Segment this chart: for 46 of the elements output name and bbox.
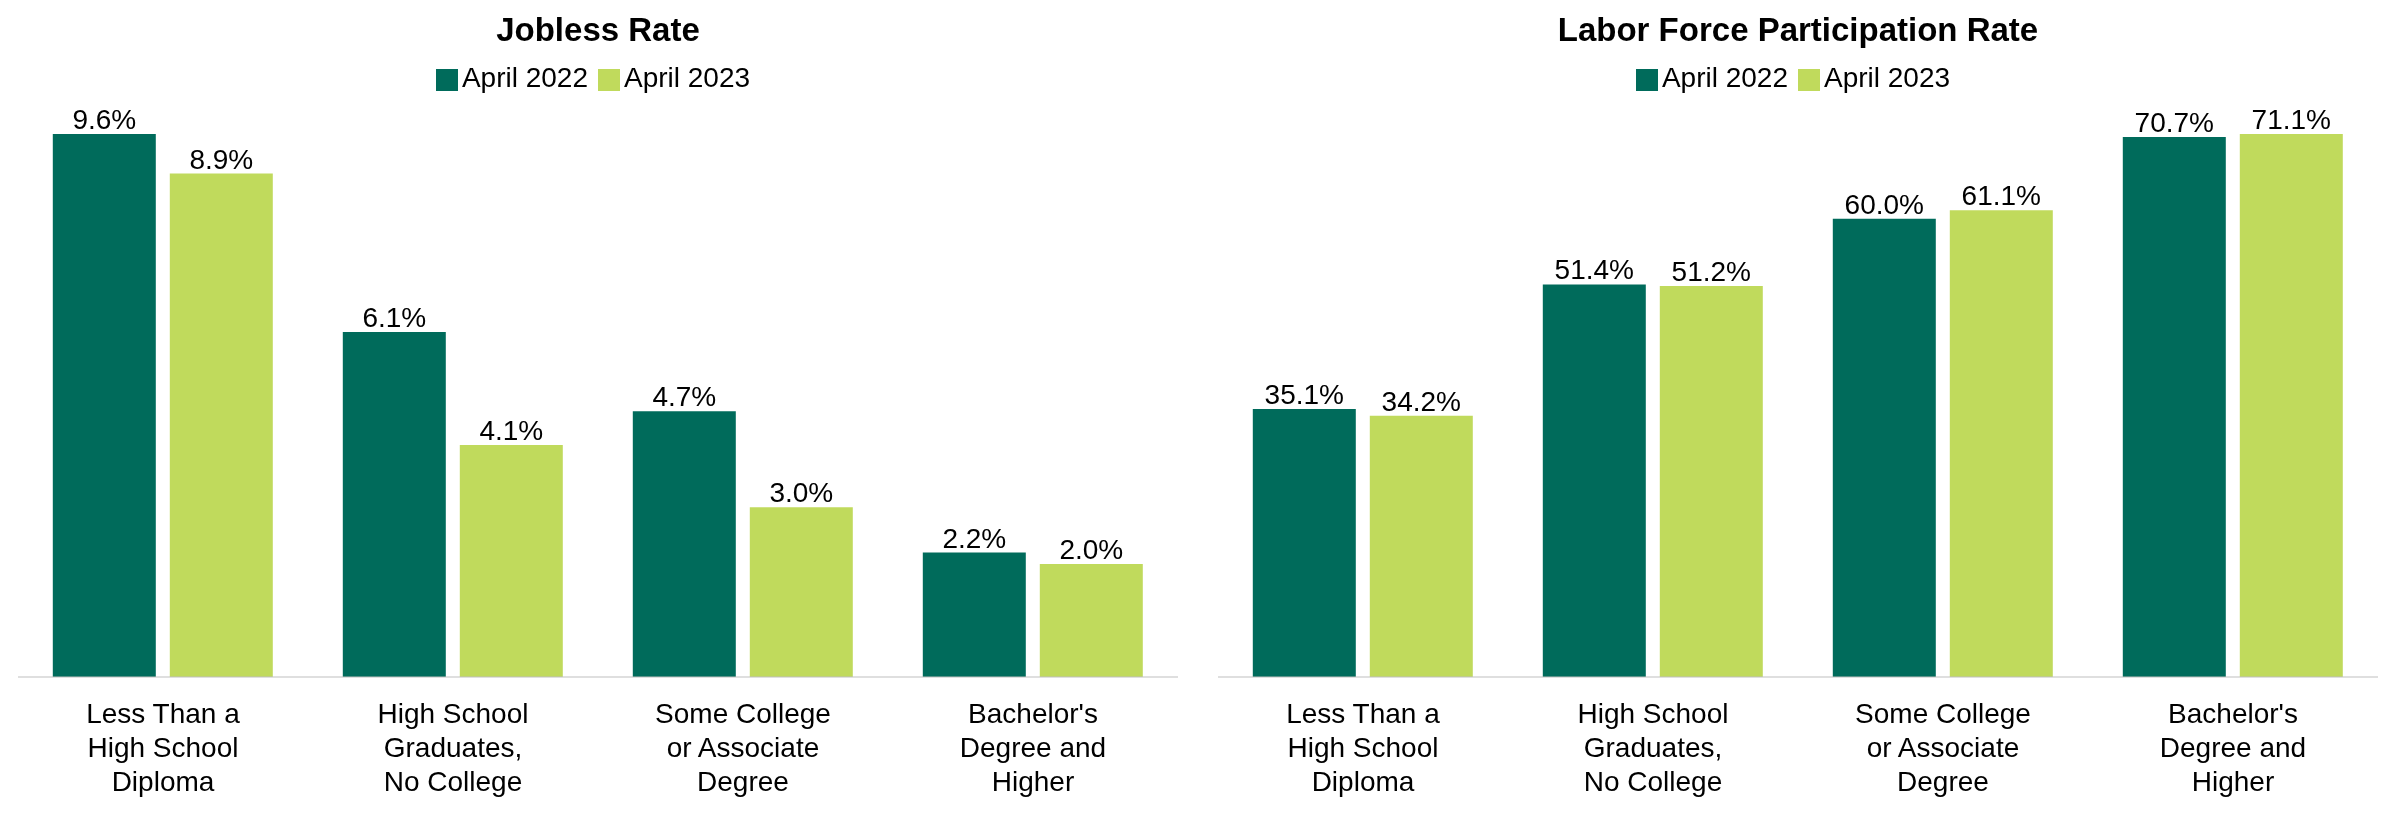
x-tick-label: Less Than a High School Diploma [1286, 698, 1441, 797]
x-tick-label: Bachelor's Degree and Higher [959, 698, 1107, 797]
chart-title: Jobless Rate [495, 10, 701, 50]
x-tick-label: High School Graduates, No College [1577, 698, 1729, 797]
data-label: 2.0% [1059, 533, 1124, 565]
legend-label: April 2023 [624, 62, 751, 93]
x-tick-label: Some College or Associate Degree [1855, 698, 2031, 797]
x-tick-label: High School Graduates, No College [377, 698, 529, 797]
bar [1949, 210, 2053, 677]
data-label: 60.0% [1844, 188, 1924, 220]
bar [2239, 134, 2343, 677]
data-label: 51.4% [1554, 254, 1634, 286]
bar [169, 173, 273, 677]
bar [1252, 408, 1356, 677]
data-label: 8.9% [189, 143, 254, 175]
bar [749, 507, 853, 677]
bar [459, 445, 563, 677]
bar [1369, 415, 1473, 677]
bar [2122, 137, 2226, 677]
data-label: 4.1% [479, 415, 544, 447]
bar [922, 552, 1026, 677]
data-label: 2.2% [942, 522, 1007, 554]
legend-label: April 2022 [1661, 62, 1788, 93]
x-tick-label: Some College or Associate Degree [655, 698, 831, 797]
data-label: 6.1% [362, 301, 427, 333]
data-label: 71.1% [2251, 104, 2331, 135]
data-label: 4.7% [652, 381, 717, 413]
data-label: 3.0% [769, 477, 834, 509]
bar [632, 411, 736, 677]
bar [52, 134, 156, 677]
bar [1542, 284, 1646, 677]
x-tick-label: Bachelor's Degree and Higher [2159, 698, 2307, 797]
bar [1659, 285, 1763, 677]
data-label: 9.6% [72, 104, 137, 135]
bar [1832, 218, 1936, 677]
x-tick-label: Less Than a High School Diploma [86, 698, 241, 797]
data-label: 51.2% [1671, 255, 1751, 287]
data-label: 61.1% [1961, 180, 2041, 212]
legend-label: April 2023 [1824, 62, 1951, 93]
chart-title: Labor Force Participation Rate [1556, 10, 2040, 50]
bar [1039, 563, 1143, 677]
bar [342, 331, 446, 677]
data-label: 34.2% [1381, 385, 1461, 417]
legend-label: April 2022 [461, 62, 588, 93]
data-label: 35.1% [1264, 378, 1344, 410]
data-label: 70.7% [2134, 107, 2214, 139]
